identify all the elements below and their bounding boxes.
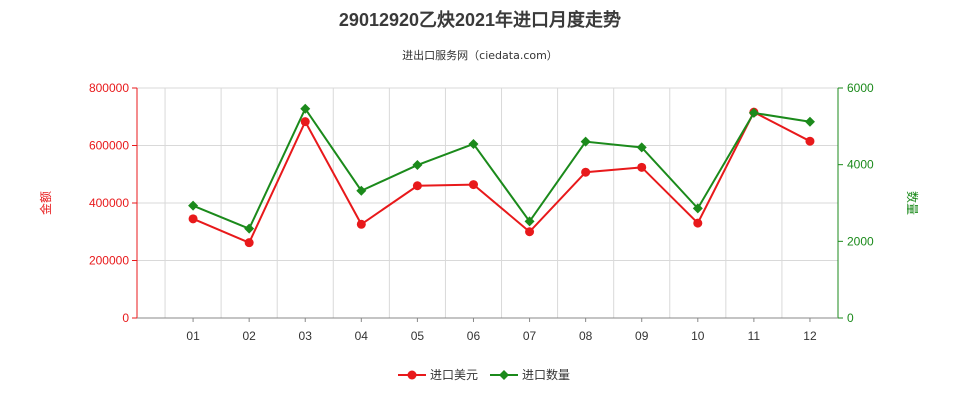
data-point-circle — [805, 136, 815, 146]
data-point-diamond — [524, 216, 535, 227]
x-tick-label: 04 — [355, 329, 369, 343]
chart-subtitle: 进出口服务网（ciedata.com） — [402, 49, 558, 62]
data-point-circle — [188, 214, 198, 224]
data-point-diamond — [300, 103, 311, 114]
y-right-tick-label: 4000 — [847, 158, 874, 172]
x-tick-label: 11 — [748, 329, 761, 343]
data-point-circle — [581, 167, 591, 177]
y-left-tick-label: 200000 — [89, 254, 129, 268]
y-left-tick-label: 0 — [122, 311, 129, 325]
x-tick-label: 08 — [579, 329, 593, 343]
legend-label: 进口数量 — [522, 367, 570, 382]
x-tick-label: 10 — [691, 329, 705, 343]
data-point-diamond — [356, 185, 367, 196]
x-tick-label: 09 — [635, 329, 649, 343]
y-left-tick-label: 800000 — [89, 81, 129, 95]
data-point-circle — [525, 227, 535, 237]
data-point-circle — [412, 181, 422, 191]
y-right-tick-label: 6000 — [847, 81, 874, 95]
x-tick-label: 06 — [467, 329, 481, 343]
data-point-diamond — [748, 107, 759, 118]
data-point-circle — [693, 218, 703, 228]
y-left-tick-label: 600000 — [89, 139, 129, 153]
legend-label: 进口美元 — [430, 368, 478, 382]
y-right-axis-title: 数量 — [905, 191, 920, 215]
y-left-tick-label: 400000 — [89, 196, 129, 210]
y-right-tick-label: 2000 — [847, 234, 874, 248]
data-point-diamond — [580, 136, 591, 147]
data-point-diamond — [468, 138, 479, 149]
data-point-diamond — [804, 116, 815, 127]
data-point-diamond — [692, 203, 703, 214]
legend-marker — [407, 370, 417, 380]
chart-title: 29012920乙炔2021年进口月度走势 — [338, 10, 622, 30]
legend-marker — [499, 370, 509, 380]
y-left-axis-title: 金额 — [38, 191, 53, 215]
data-point-circle — [356, 219, 366, 229]
x-tick-label: 03 — [299, 329, 313, 343]
x-tick-label: 01 — [186, 329, 200, 343]
data-point-circle — [300, 117, 310, 127]
data-point-diamond — [188, 200, 199, 211]
x-tick-label: 07 — [523, 329, 537, 343]
x-tick-label: 12 — [803, 329, 817, 343]
x-tick-label: 02 — [242, 329, 256, 343]
data-point-diamond — [636, 142, 647, 153]
data-point-circle — [468, 180, 478, 190]
data-point-diamond — [412, 160, 423, 171]
series-line — [192, 110, 811, 244]
data-point-diamond — [244, 223, 255, 234]
y-right-tick-label: 0 — [847, 311, 854, 325]
data-point-circle — [637, 162, 647, 172]
x-tick-label: 05 — [411, 329, 425, 343]
series-line — [192, 106, 811, 230]
data-point-circle — [244, 238, 254, 248]
